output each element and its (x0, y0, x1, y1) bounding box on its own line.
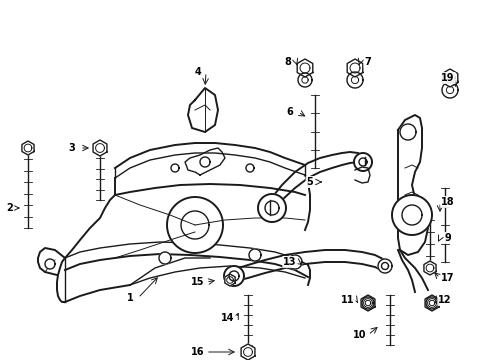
Polygon shape (361, 295, 375, 311)
Text: 4: 4 (195, 67, 201, 77)
Polygon shape (426, 297, 438, 309)
Polygon shape (225, 274, 235, 286)
Polygon shape (22, 141, 34, 155)
Polygon shape (200, 157, 210, 167)
Polygon shape (167, 197, 223, 253)
Text: 11: 11 (341, 295, 355, 305)
Polygon shape (93, 140, 107, 156)
Text: 3: 3 (69, 143, 75, 153)
Polygon shape (241, 344, 255, 360)
Polygon shape (38, 248, 65, 275)
Polygon shape (354, 153, 372, 171)
Polygon shape (224, 266, 244, 286)
Text: 13: 13 (283, 257, 297, 267)
Text: 14: 14 (221, 313, 235, 323)
Text: 18: 18 (441, 197, 455, 207)
Text: 5: 5 (307, 177, 314, 187)
Text: 1: 1 (126, 293, 133, 303)
Polygon shape (159, 252, 171, 264)
Polygon shape (45, 259, 55, 269)
Polygon shape (424, 261, 436, 275)
Polygon shape (378, 259, 392, 273)
Polygon shape (288, 255, 302, 269)
Text: 15: 15 (191, 277, 205, 287)
Polygon shape (258, 194, 286, 222)
Polygon shape (188, 88, 218, 132)
Polygon shape (398, 115, 428, 255)
Polygon shape (297, 59, 313, 77)
Text: 17: 17 (441, 273, 455, 283)
Polygon shape (392, 195, 432, 235)
Text: 10: 10 (353, 330, 367, 340)
Polygon shape (298, 73, 312, 87)
Polygon shape (442, 82, 458, 98)
Text: 12: 12 (438, 295, 452, 305)
Polygon shape (362, 297, 374, 309)
Polygon shape (249, 249, 261, 261)
Polygon shape (171, 164, 179, 172)
Polygon shape (347, 72, 363, 88)
Text: 19: 19 (441, 73, 455, 83)
Polygon shape (246, 164, 254, 172)
Text: 2: 2 (7, 203, 13, 213)
Text: 16: 16 (191, 347, 205, 357)
Text: 9: 9 (444, 233, 451, 243)
Polygon shape (400, 124, 416, 140)
Polygon shape (347, 59, 363, 77)
Text: 8: 8 (285, 57, 292, 67)
Polygon shape (442, 69, 458, 87)
Polygon shape (425, 295, 439, 311)
Text: 6: 6 (287, 107, 294, 117)
Text: 7: 7 (365, 57, 371, 67)
